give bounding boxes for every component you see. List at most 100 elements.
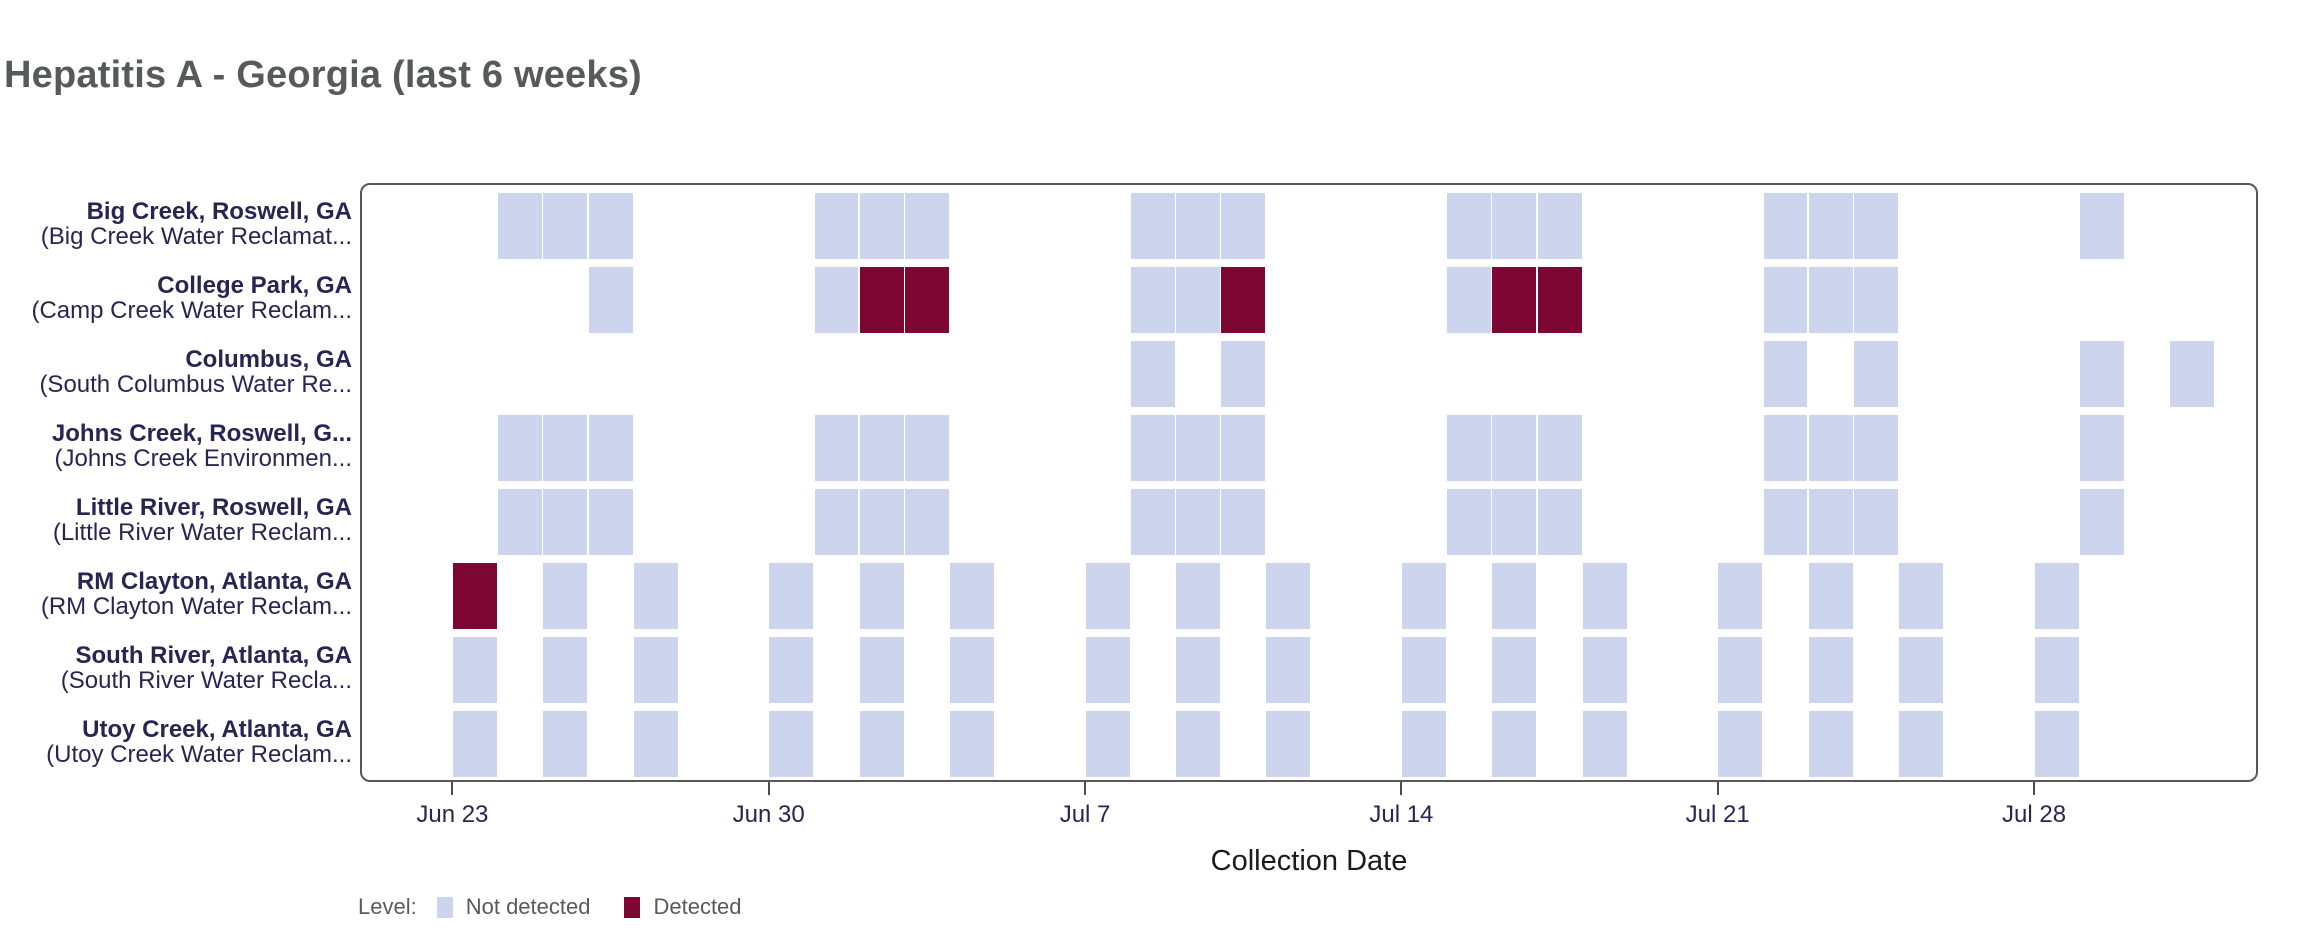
sample-tile[interactable] — [452, 563, 497, 629]
sample-tile[interactable] — [1130, 341, 1175, 407]
sample-tile[interactable] — [2079, 415, 2124, 481]
sample-tile[interactable] — [1808, 637, 1853, 703]
sample-tile[interactable] — [1763, 267, 1808, 333]
sample-tile[interactable] — [2079, 489, 2124, 555]
sample-tile[interactable] — [950, 637, 995, 703]
sample-tile[interactable] — [1401, 711, 1446, 777]
sample-tile[interactable] — [1447, 267, 1492, 333]
sample-tile[interactable] — [1266, 563, 1311, 629]
sample-tile[interactable] — [904, 415, 949, 481]
sample-tile[interactable] — [859, 711, 904, 777]
sample-tile[interactable] — [588, 489, 633, 555]
sample-tile[interactable] — [498, 415, 543, 481]
sample-tile[interactable] — [1176, 193, 1220, 259]
sample-tile[interactable] — [1085, 637, 1130, 703]
sample-tile[interactable] — [2034, 563, 2079, 629]
sample-tile[interactable] — [904, 193, 949, 259]
sample-tile[interactable] — [1718, 637, 1763, 703]
sample-tile[interactable] — [1176, 489, 1220, 555]
sample-tile[interactable] — [1221, 267, 1266, 333]
sample-tile[interactable] — [859, 637, 904, 703]
sample-tile[interactable] — [1130, 415, 1175, 481]
sample-tile[interactable] — [1447, 415, 1492, 481]
sample-tile[interactable] — [814, 489, 859, 555]
sample-tile[interactable] — [1899, 711, 1944, 777]
sample-tile[interactable] — [1492, 415, 1537, 481]
sample-tile[interactable] — [543, 711, 588, 777]
sample-tile[interactable] — [498, 489, 543, 555]
sample-tile[interactable] — [1176, 711, 1220, 777]
sample-tile[interactable] — [1447, 489, 1492, 555]
sample-tile[interactable] — [1176, 415, 1220, 481]
sample-tile[interactable] — [769, 637, 814, 703]
sample-tile[interactable] — [1085, 563, 1130, 629]
sample-tile[interactable] — [1899, 563, 1944, 629]
sample-tile[interactable] — [859, 267, 904, 333]
sample-tile[interactable] — [1853, 193, 1898, 259]
sample-tile[interactable] — [543, 193, 588, 259]
sample-tile[interactable] — [452, 637, 497, 703]
sample-tile[interactable] — [1221, 489, 1266, 555]
sample-tile[interactable] — [859, 415, 904, 481]
sample-tile[interactable] — [859, 489, 904, 555]
sample-tile[interactable] — [1401, 563, 1446, 629]
sample-tile[interactable] — [1447, 193, 1492, 259]
sample-tile[interactable] — [1492, 193, 1537, 259]
sample-tile[interactable] — [1221, 193, 1266, 259]
sample-tile[interactable] — [2079, 341, 2124, 407]
sample-tile[interactable] — [1763, 341, 1808, 407]
sample-tile[interactable] — [1763, 415, 1808, 481]
sample-tile[interactable] — [633, 637, 678, 703]
sample-tile[interactable] — [1808, 415, 1853, 481]
sample-tile[interactable] — [950, 711, 995, 777]
sample-tile[interactable] — [1808, 489, 1853, 555]
sample-tile[interactable] — [1401, 637, 1446, 703]
sample-tile[interactable] — [1718, 563, 1763, 629]
sample-tile[interactable] — [633, 711, 678, 777]
sample-tile[interactable] — [588, 415, 633, 481]
sample-tile[interactable] — [1176, 563, 1220, 629]
sample-tile[interactable] — [1492, 267, 1537, 333]
sample-tile[interactable] — [452, 711, 497, 777]
sample-tile[interactable] — [904, 267, 949, 333]
sample-tile[interactable] — [1853, 415, 1898, 481]
sample-tile[interactable] — [1582, 563, 1627, 629]
sample-tile[interactable] — [1808, 711, 1853, 777]
sample-tile[interactable] — [1853, 267, 1898, 333]
sample-tile[interactable] — [1582, 711, 1627, 777]
sample-tile[interactable] — [1492, 711, 1537, 777]
sample-tile[interactable] — [1899, 637, 1944, 703]
sample-tile[interactable] — [769, 563, 814, 629]
sample-tile[interactable] — [1492, 637, 1537, 703]
sample-tile[interactable] — [1130, 193, 1175, 259]
sample-tile[interactable] — [1808, 193, 1853, 259]
sample-tile[interactable] — [588, 193, 633, 259]
sample-tile[interactable] — [1492, 489, 1537, 555]
sample-tile[interactable] — [1492, 563, 1537, 629]
sample-tile[interactable] — [1853, 489, 1898, 555]
sample-tile[interactable] — [814, 415, 859, 481]
sample-tile[interactable] — [1176, 267, 1220, 333]
sample-tile[interactable] — [543, 637, 588, 703]
sample-tile[interactable] — [1537, 267, 1582, 333]
sample-tile[interactable] — [859, 193, 904, 259]
sample-tile[interactable] — [1085, 711, 1130, 777]
sample-tile[interactable] — [543, 563, 588, 629]
sample-tile[interactable] — [814, 267, 859, 333]
sample-tile[interactable] — [1221, 415, 1266, 481]
sample-tile[interactable] — [1266, 711, 1311, 777]
sample-tile[interactable] — [1537, 193, 1582, 259]
sample-tile[interactable] — [904, 489, 949, 555]
sample-tile[interactable] — [1853, 341, 1898, 407]
sample-tile[interactable] — [2079, 193, 2124, 259]
sample-tile[interactable] — [1130, 489, 1175, 555]
sample-tile[interactable] — [2034, 637, 2079, 703]
sample-tile[interactable] — [543, 415, 588, 481]
sample-tile[interactable] — [588, 267, 633, 333]
sample-tile[interactable] — [1537, 415, 1582, 481]
sample-tile[interactable] — [1266, 637, 1311, 703]
sample-tile[interactable] — [2170, 341, 2215, 407]
sample-tile[interactable] — [1582, 637, 1627, 703]
sample-tile[interactable] — [1130, 267, 1175, 333]
sample-tile[interactable] — [543, 489, 588, 555]
